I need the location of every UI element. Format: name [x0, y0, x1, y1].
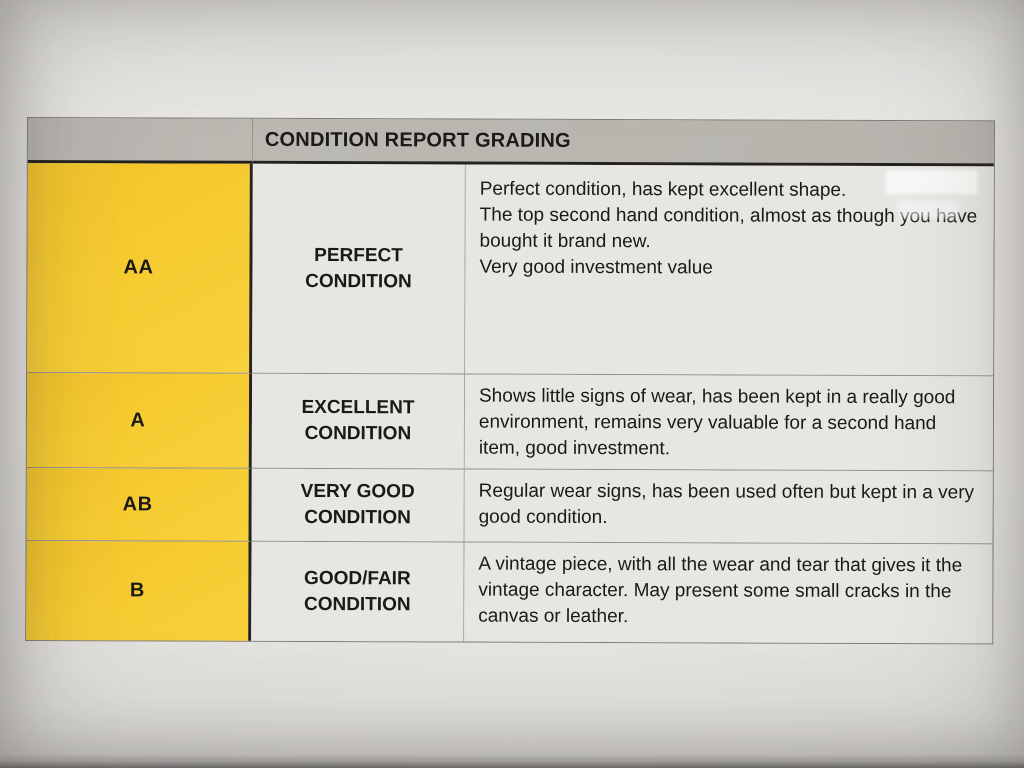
condition-cell-a: EXCELLENT CONDITION — [251, 373, 466, 470]
whiteout-mark — [885, 169, 978, 195]
description-paragraph: Shows little signs of wear, has been kep… — [478, 385, 956, 460]
description-cell-a: Shows little signs of wear, has been kep… — [464, 374, 994, 472]
grade-label: A — [130, 408, 146, 431]
condition-label: PERFECT CONDITION — [305, 244, 412, 292]
photo-bottom-edge — [0, 754, 1024, 768]
grade-label: AA — [123, 256, 154, 279]
description-paragraph: A vintage piece, with all the wear and t… — [478, 553, 963, 628]
condition-cell-ab: VERY GOOD CONDITION — [251, 468, 465, 543]
description-cell-ab: Regular wear signs, has been used often … — [464, 469, 993, 545]
condition-label: VERY GOOD CONDITION — [300, 481, 415, 529]
grade-cell-ab: AB — [26, 468, 252, 542]
grade-label: B — [129, 579, 145, 602]
table-title: CONDITION REPORT GRADING — [264, 128, 571, 152]
description-paragraph: Very good investment value — [479, 256, 713, 279]
grade-cell-a: A — [26, 373, 253, 469]
grade-cell-aa: AA — [27, 163, 253, 374]
condition-cell-aa: PERFECT CONDITION — [252, 163, 466, 375]
grade-label: AB — [122, 492, 153, 515]
grade-cell-b: B — [26, 541, 252, 641]
table-header: CONDITION REPORT GRADING — [252, 118, 994, 167]
condition-report-table: CONDITION REPORT GRADING AA PERFECT COND… — [25, 117, 995, 645]
condition-cell-b: GOOD/FAIR CONDITION — [251, 541, 465, 642]
description-paragraph: Regular wear signs, has been used often … — [478, 480, 975, 529]
whiteout-mark — [897, 200, 960, 219]
description-cell-aa: Perfect condition, has kept excellent sh… — [465, 164, 994, 377]
header-empty-cell — [27, 118, 253, 164]
condition-label: EXCELLENT CONDITION — [301, 397, 415, 445]
condition-label: GOOD/FAIR CONDITION — [303, 567, 411, 615]
description-cell-b: A vintage piece, with all the wear and t… — [464, 542, 993, 644]
